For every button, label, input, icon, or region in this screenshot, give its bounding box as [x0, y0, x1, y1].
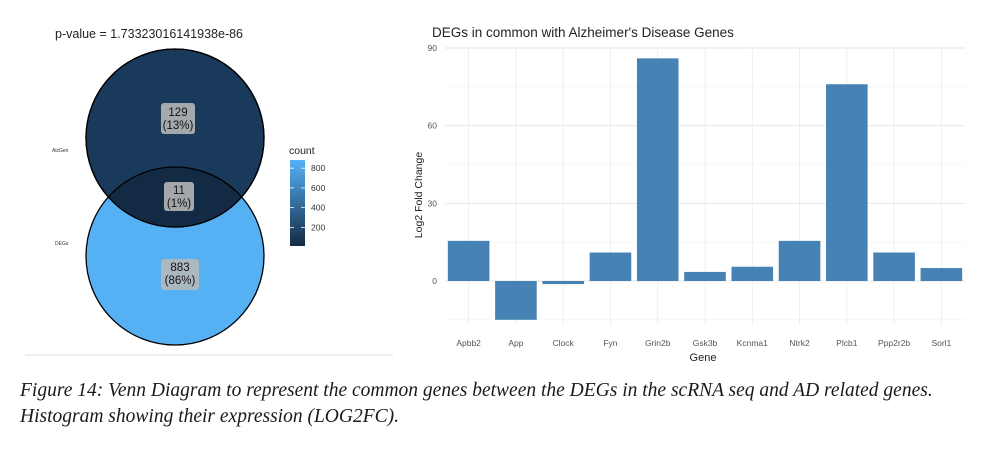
- bar-plcb1: [826, 84, 868, 281]
- x-tick-label: Gsk3b: [693, 338, 718, 348]
- y-tick-label: 60: [428, 121, 438, 131]
- x-tick-label: Grin2b: [645, 338, 671, 348]
- set-label-degs: DEGs: [55, 241, 69, 247]
- gridlines: [445, 47, 965, 325]
- bar-sorl1: [920, 268, 963, 281]
- region-label-alz-only: 129 (13%): [161, 103, 195, 134]
- region-label-degs-only: 883 (86%): [161, 259, 199, 290]
- x-tick-label: Plcb1: [836, 338, 858, 348]
- y-tick-label: 90: [428, 43, 438, 53]
- region-count: 11: [173, 185, 185, 197]
- figure-caption: Figure 14: Venn Diagram to represent the…: [20, 380, 933, 427]
- bar-fyn: [589, 252, 632, 281]
- bar-app: [495, 280, 537, 320]
- bar-kcnma1: [731, 266, 774, 281]
- x-axis-label: Gene: [690, 352, 717, 364]
- region-label-box: [161, 259, 199, 290]
- bar-apbb2: [447, 240, 490, 281]
- legend-ticks: 800 600 400 200: [290, 163, 325, 232]
- x-axis-ticks: Apbb2 App Clock Fyn Grin2b Gsk3b Kcnma1 Ntrk2 Pl…: [456, 338, 951, 348]
- region-count: 883: [170, 262, 189, 274]
- alzgen-circle-outline: [85, 48, 265, 228]
- x-tick-label: App: [508, 338, 523, 348]
- venn-diagram: p-value = 1.73323016141938e-86 AlzGen DE…: [25, 27, 393, 356]
- y-tick-label: 0: [432, 276, 437, 286]
- venn-diagram-panel: p-value = 1.73323016141938e-86 AlzGen DE…: [0, 0, 400, 360]
- legend-tick-label: 800: [311, 163, 325, 173]
- region-percent: (1%): [167, 198, 191, 210]
- set-label-alzgen: AlzGen: [52, 148, 69, 154]
- region-label-box: [161, 103, 195, 134]
- chart-title: DEGs in common with Alzheimer's Disease …: [432, 25, 734, 40]
- x-tick-label: Fyn: [603, 338, 617, 348]
- region-count: 129: [168, 107, 187, 119]
- legend-tick-label: 400: [311, 203, 325, 213]
- region-label-box: [164, 182, 194, 211]
- bars: [447, 58, 963, 320]
- bar-chart: DEGs in common with Alzheimer's Disease …: [413, 25, 965, 364]
- bar-ppp2r2b: [873, 252, 915, 281]
- bar-gsk3b: [684, 271, 726, 281]
- x-tick-label: Kcnma1: [737, 338, 768, 348]
- x-tick-label: Sorl1: [931, 338, 951, 348]
- region-percent: (13%): [163, 120, 194, 132]
- bar-clock: [542, 280, 584, 285]
- bar-grin2b: [636, 58, 679, 281]
- legend-title: count: [289, 145, 315, 157]
- bar-ntrk2: [778, 240, 821, 281]
- legend-tick-label: 600: [311, 183, 325, 193]
- x-tick-label: Apbb2: [456, 338, 481, 348]
- x-tick-label: Ppp2r2b: [878, 338, 910, 348]
- legend-tick-label: 200: [311, 222, 325, 232]
- region-label-overlap: 11 (1%): [164, 182, 194, 211]
- overlap-region: [86, 166, 264, 227]
- legend-colorbar: [290, 160, 305, 246]
- x-tick-label: Ntrk2: [789, 338, 810, 348]
- region-percent: (86%): [165, 275, 196, 287]
- x-tick-label: Clock: [553, 338, 575, 348]
- bar-chart-panel: DEGs in common with Alzheimer's Disease …: [405, 0, 991, 368]
- y-axis-label: Log2 Fold Change: [413, 152, 425, 239]
- y-axis-ticks: 0 30 60 90: [428, 43, 438, 286]
- pvalue-label: p-value = 1.73323016141938e-86: [55, 27, 243, 41]
- y-tick-label: 30: [428, 198, 438, 208]
